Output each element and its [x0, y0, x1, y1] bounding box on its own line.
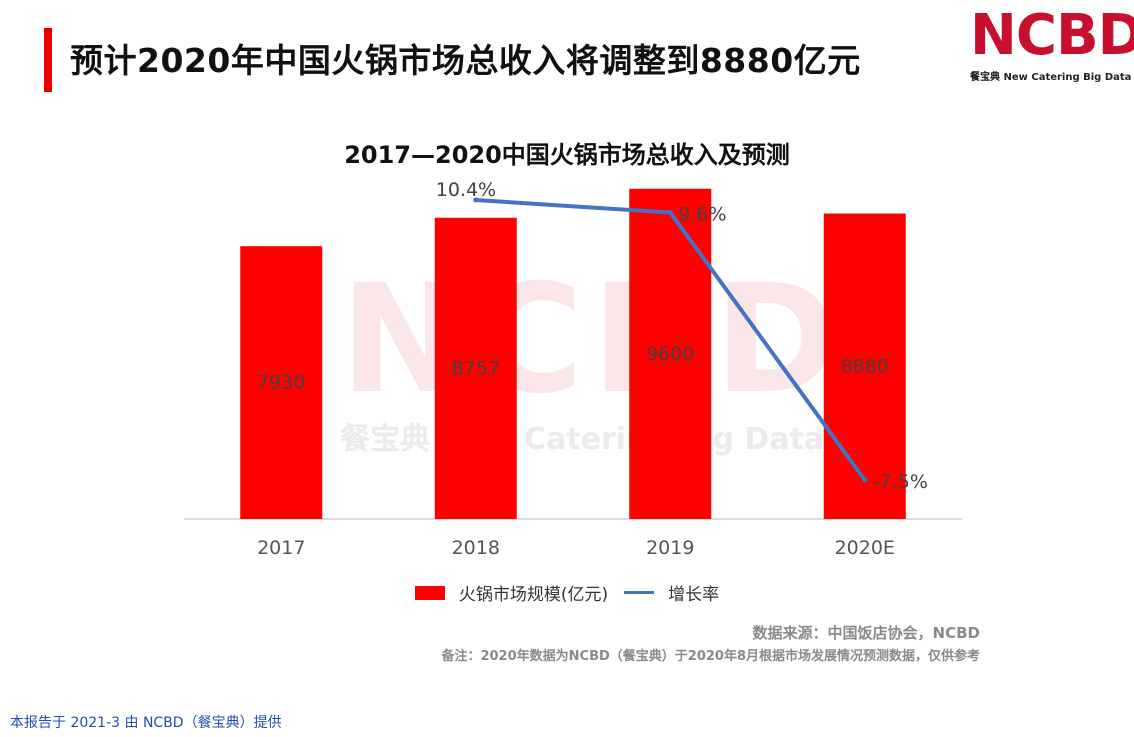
bar-2017	[240, 246, 323, 519]
growth-point-2019	[667, 210, 673, 216]
page-title: 预计2020年中国火锅市场总收入将调整到8880亿元	[70, 41, 861, 80]
chart-title: 2017—2020中国火锅市场总收入及预测	[344, 141, 790, 169]
bar-2018	[434, 217, 517, 519]
source-note: 数据来源：中国饭店协会，NCBD	[752, 624, 980, 642]
legend-bar-label: 火锅市场规模(亿元)	[458, 585, 609, 605]
bar-2019	[629, 188, 712, 519]
x-tick-2018: 2018	[452, 537, 500, 559]
logo-mark: NCBD	[970, 3, 1134, 68]
growth-label-2020E: -7.5%	[873, 471, 928, 493]
legend-bar-swatch	[414, 585, 445, 600]
bar-2020E	[823, 213, 906, 519]
footer-link[interactable]: 本报告于 2021-3 由 NCBD（餐宝典）提供	[10, 715, 282, 731]
x-tick-2017: 2017	[257, 537, 305, 559]
bar-label-2020E: 8880	[841, 355, 889, 377]
growth-point-2020E	[862, 477, 868, 483]
logo-sub-en: New Catering Big Data	[1003, 72, 1132, 83]
title-accent-bar	[44, 28, 52, 92]
bar-label-2017: 7930	[257, 372, 305, 394]
chart-legend: 火锅市场规模(亿元) 增长率	[0, 580, 1134, 605]
legend-line-label: 增长率	[668, 585, 720, 605]
growth-label-2018: 10.4%	[436, 179, 496, 201]
logo-sub-cn: 餐宝典	[970, 72, 1000, 83]
growth-label-2019: 9.6%	[678, 204, 726, 226]
bar-label-2019: 9600	[646, 343, 694, 365]
remark-note: 备注：2020年数据为NCBD（餐宝典）于2020年8月根据市场发展情况预测数据…	[441, 649, 980, 664]
legend-line-swatch	[624, 591, 655, 594]
logo-subtitle: 餐宝典 New Catering Big Data	[970, 68, 1131, 83]
x-tick-2020E: 2020E	[835, 537, 895, 559]
growth-point-2018	[473, 197, 479, 203]
x-tick-2019: 2019	[646, 537, 694, 559]
bar-label-2018: 8757	[452, 357, 500, 379]
ncbd-logo: NCBD 餐宝典 New Catering Big Data	[970, 3, 1134, 86]
